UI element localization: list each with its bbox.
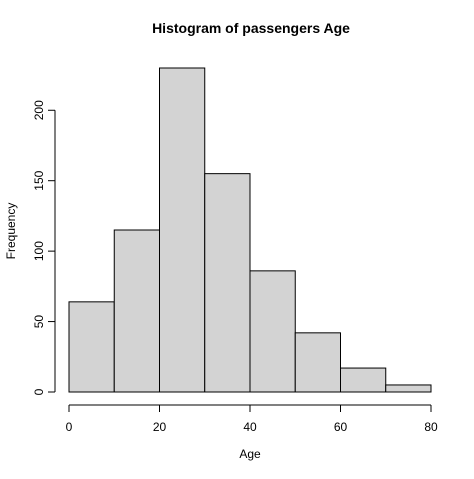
y-axis: 0 50 100 150 200 [32,100,56,395]
x-tick-label: 60 [334,420,348,434]
histogram-bar [249,270,296,393]
y-tick-label: 150 [32,170,46,190]
y-tick-label: 0 [32,388,46,395]
y-tick-label: 50 [32,315,46,329]
y-tick-label: 100 [32,241,46,261]
histogram-bar [385,384,432,393]
chart-title: Histogram of passengers Age [152,20,350,36]
histogram-bar [68,301,115,393]
histogram-bar [159,67,206,393]
x-axis-title: Age [239,447,261,461]
x-tick-label: 0 [66,420,73,434]
x-tick-label: 80 [424,420,438,434]
x-tick-label: 40 [243,420,257,434]
histogram-bar [113,229,160,393]
x-tick-label: 20 [153,420,167,434]
histogram-bar [204,173,251,393]
histogram-bar [294,332,341,393]
y-axis-title: Frequency [4,203,18,260]
histogram-bar [340,367,387,393]
bars-layer [68,67,432,393]
x-axis: 0 20 40 60 80 [66,404,438,434]
y-tick-label: 200 [32,100,46,120]
